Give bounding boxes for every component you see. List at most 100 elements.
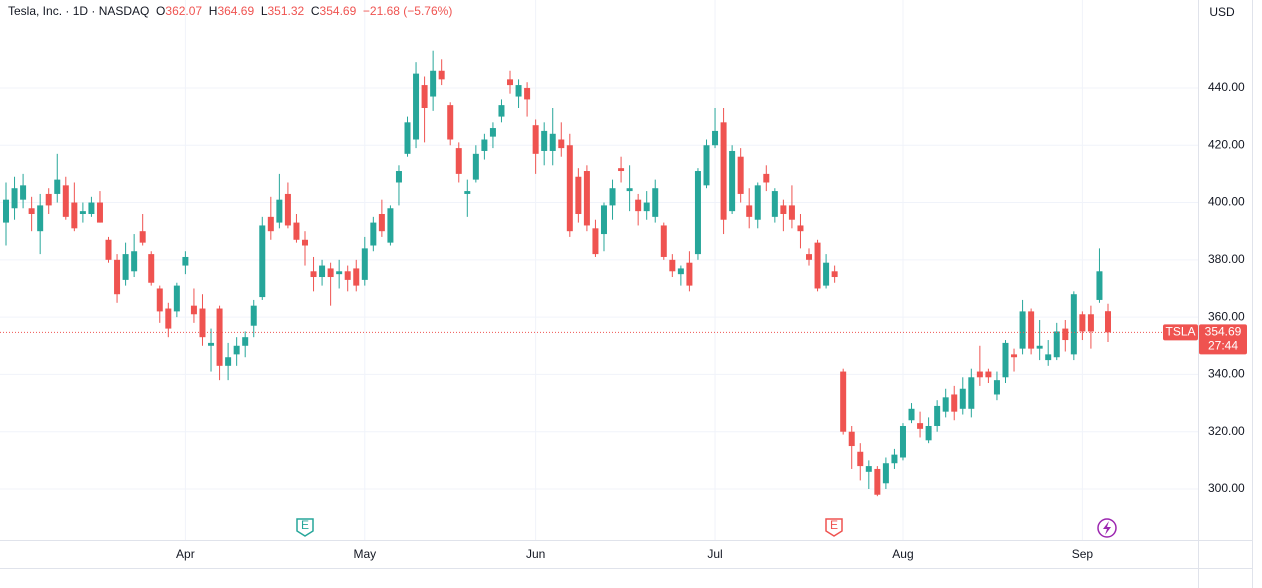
earnings-marker[interactable]: E	[296, 518, 314, 537]
candle-body	[840, 371, 847, 432]
candle-body	[301, 239, 308, 246]
y-tick-label: 320.00	[1208, 424, 1245, 438]
change: −21.68 (−5.76%)	[362, 4, 453, 18]
candle-body	[592, 228, 599, 255]
candle-body	[413, 73, 420, 140]
candle-body	[1053, 331, 1060, 358]
candle-body	[652, 188, 659, 217]
candle-body	[45, 193, 52, 206]
candle-body	[720, 122, 727, 220]
candle-body	[131, 251, 138, 272]
candle-body	[507, 79, 514, 86]
candle-body	[968, 377, 975, 409]
marker-shape	[825, 518, 843, 537]
candle-body	[1045, 354, 1052, 361]
candle-body	[541, 130, 548, 151]
candle-body	[985, 371, 992, 378]
candle-body	[677, 268, 684, 275]
candle-body	[319, 265, 326, 278]
candle-body	[609, 188, 616, 206]
candle-body	[447, 105, 454, 140]
ohlc-value: 362.07	[165, 4, 203, 18]
candle-body	[28, 208, 35, 214]
candle-body	[3, 199, 9, 223]
ticker-badge	[1163, 324, 1198, 341]
candle-body	[1096, 271, 1103, 300]
ohlc-label: C	[310, 4, 320, 18]
candle-body	[293, 222, 300, 240]
marker-icon	[1103, 521, 1111, 535]
candle-body	[156, 288, 163, 312]
candle-body	[404, 122, 411, 154]
candle-body	[788, 205, 795, 220]
candle-body	[378, 213, 385, 232]
candle-body	[259, 225, 266, 298]
y-tick-label: 400.00	[1208, 195, 1245, 209]
candle-body	[899, 425, 906, 458]
y-tick-label: 360.00	[1208, 309, 1245, 323]
candle-body	[284, 193, 291, 226]
candle-body	[430, 70, 437, 97]
candle-body	[464, 191, 471, 194]
candle-body	[242, 337, 249, 346]
candle-body	[848, 431, 855, 447]
candle-body	[20, 185, 27, 200]
x-tick-label: Jun	[526, 547, 545, 561]
candle-body	[225, 357, 232, 366]
candle-body	[62, 185, 69, 217]
earnings-marker[interactable]: E	[825, 518, 843, 537]
candle-body	[370, 222, 377, 246]
candle-body	[942, 397, 949, 412]
candle-body	[703, 145, 710, 186]
candle-body	[114, 259, 121, 295]
candle-body	[79, 211, 86, 214]
candle-body	[190, 305, 197, 315]
candle-body	[199, 308, 206, 338]
ohlc-value: 351.32	[267, 4, 305, 18]
candle-body	[148, 254, 155, 283]
candle-body	[917, 423, 924, 429]
candle-body	[472, 153, 479, 180]
candle-body	[583, 171, 590, 226]
symbol[interactable]: Tesla, Inc. · 1D · NASDAQ	[8, 4, 150, 18]
candle-body	[310, 271, 317, 278]
candle-body	[694, 171, 701, 255]
candle-body	[729, 150, 736, 212]
candle-body	[1105, 311, 1111, 333]
candle-body	[455, 148, 462, 174]
candle-body	[1079, 314, 1086, 332]
candle-body	[387, 208, 394, 243]
candle-body	[797, 225, 804, 232]
candle-body	[250, 305, 257, 326]
candle-body	[831, 271, 838, 278]
candle-body	[1062, 328, 1069, 341]
candle-body	[737, 156, 744, 194]
candle-body	[1011, 354, 1018, 358]
candle-body	[276, 199, 283, 223]
dividend-marker	[1097, 518, 1117, 538]
candle-body	[600, 205, 607, 235]
candle-body	[618, 168, 625, 172]
candle-body	[874, 468, 881, 495]
candle-body	[233, 345, 240, 355]
candle-body	[865, 466, 872, 472]
y-tick-label: 340.00	[1208, 367, 1245, 381]
candle-body	[951, 394, 958, 412]
y-tick-label: 380.00	[1208, 252, 1245, 266]
price-badge	[1199, 324, 1247, 355]
candle-body	[353, 268, 360, 286]
candle-body	[481, 139, 488, 151]
y-tick-label: 300.00	[1208, 481, 1245, 495]
candle-body	[139, 231, 146, 243]
currency-label[interactable]: USD	[1209, 5, 1235, 19]
candle-body	[37, 205, 44, 232]
candle-body	[669, 259, 676, 272]
ohlc-value: 354.69	[319, 4, 357, 18]
candle-body	[267, 216, 274, 232]
countdown-label: 27:44	[1208, 339, 1238, 353]
candle-body	[566, 145, 573, 232]
candle-body	[823, 262, 830, 286]
x-tick-label: Sep	[1072, 547, 1094, 561]
candle-body	[635, 199, 642, 212]
